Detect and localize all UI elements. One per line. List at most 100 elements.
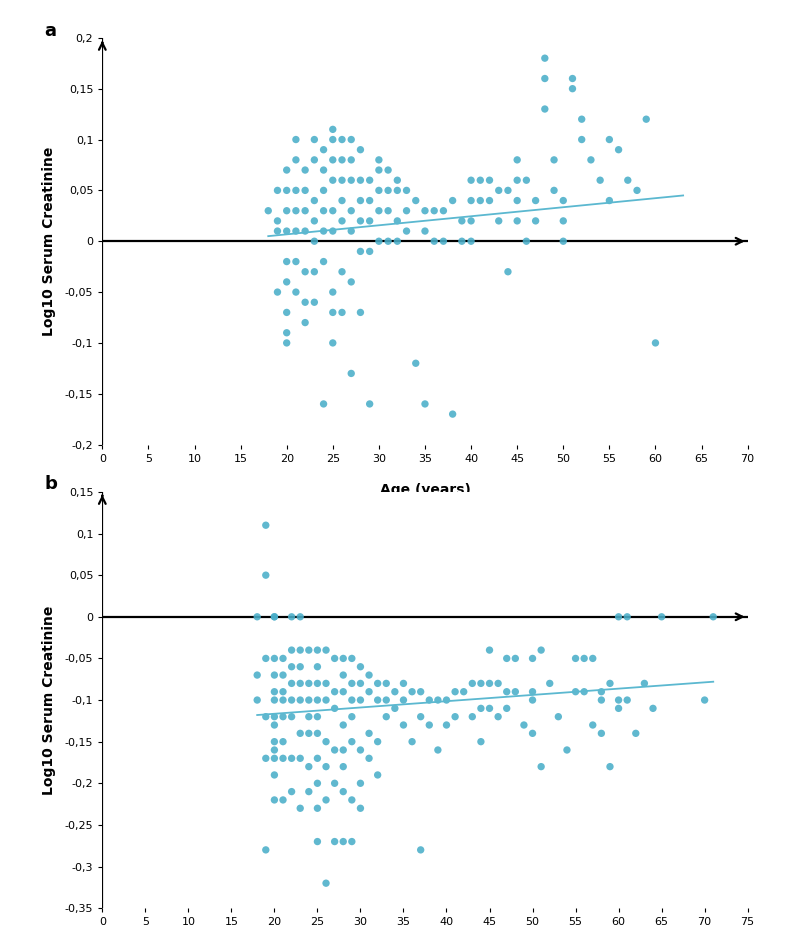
Point <box>586 651 599 666</box>
Point <box>382 183 394 198</box>
Point <box>501 701 513 716</box>
Point <box>294 800 306 815</box>
Point <box>268 684 281 699</box>
Text: b: b <box>44 475 57 493</box>
Point <box>363 726 375 741</box>
Point <box>520 173 533 188</box>
Point <box>320 734 332 749</box>
Point <box>649 336 662 351</box>
Point <box>483 701 496 716</box>
Point <box>538 71 551 86</box>
Point <box>320 793 332 808</box>
Point <box>308 234 320 249</box>
Point <box>483 675 496 691</box>
Point <box>268 793 281 808</box>
Point <box>268 609 281 624</box>
Point <box>290 152 302 167</box>
Point <box>501 264 514 279</box>
Point <box>492 675 504 691</box>
Point <box>311 710 323 725</box>
Point <box>428 234 441 249</box>
Y-axis label: Log10 Serum Creatinine: Log10 Serum Creatinine <box>42 147 57 336</box>
Point <box>419 203 431 219</box>
Point <box>604 675 616 691</box>
Point <box>557 234 570 249</box>
Point <box>612 609 625 624</box>
Point <box>638 675 651 691</box>
Text: a: a <box>44 22 56 40</box>
Point <box>302 759 315 774</box>
Point <box>251 692 264 708</box>
Point <box>299 183 312 198</box>
Point <box>317 254 330 270</box>
Point <box>511 173 523 188</box>
Point <box>354 193 367 208</box>
Point <box>336 152 349 167</box>
Point <box>345 173 357 188</box>
Point <box>290 203 302 219</box>
Point <box>518 717 530 732</box>
Point <box>337 717 349 732</box>
Point <box>419 223 431 238</box>
Point <box>538 101 551 116</box>
Point <box>354 213 367 228</box>
Point <box>364 396 376 412</box>
Point <box>446 193 459 208</box>
Point <box>311 692 323 708</box>
Point <box>327 336 339 351</box>
Point <box>382 234 394 249</box>
Point <box>511 193 523 208</box>
Point <box>299 223 312 238</box>
Point <box>345 692 358 708</box>
Point <box>465 173 478 188</box>
Point <box>272 183 284 198</box>
Point <box>280 305 293 320</box>
Point <box>401 203 413 219</box>
Point <box>456 234 468 249</box>
Point <box>302 784 315 799</box>
Point <box>372 152 385 167</box>
Point <box>354 142 367 157</box>
Point <box>311 751 323 766</box>
Point <box>594 173 607 188</box>
Point <box>327 131 339 147</box>
Point <box>501 183 514 198</box>
Point <box>391 213 404 228</box>
Point <box>268 743 281 758</box>
Point <box>363 751 375 766</box>
Point <box>308 152 320 167</box>
Point <box>327 173 339 188</box>
Point <box>566 71 578 86</box>
Point <box>509 684 522 699</box>
Point <box>308 193 320 208</box>
Point <box>311 726 323 741</box>
Point <box>308 131 320 147</box>
Point <box>345 651 358 666</box>
Point <box>397 675 410 691</box>
Point <box>286 692 298 708</box>
Point <box>260 517 272 533</box>
Point <box>328 834 341 850</box>
Point <box>280 325 293 341</box>
Point <box>311 642 323 657</box>
Point <box>328 651 341 666</box>
Point <box>372 234 385 249</box>
Point <box>535 642 548 657</box>
Point <box>317 396 330 412</box>
Point <box>604 759 616 774</box>
Point <box>286 751 298 766</box>
Point <box>569 651 582 666</box>
Point <box>647 701 660 716</box>
Point <box>382 163 394 178</box>
Point <box>260 710 272 725</box>
Point <box>337 651 349 666</box>
Point <box>474 173 486 188</box>
Point <box>337 668 349 683</box>
Point <box>320 642 332 657</box>
Point <box>527 684 539 699</box>
Point <box>585 152 597 167</box>
X-axis label: Age (years): Age (years) <box>379 483 471 497</box>
Point <box>327 152 339 167</box>
Point <box>328 684 341 699</box>
Point <box>501 684 513 699</box>
